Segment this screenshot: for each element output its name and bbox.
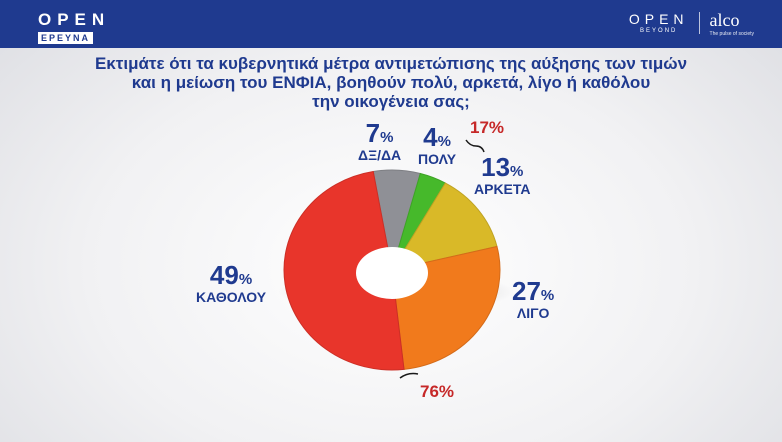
logo-open-text: OPEN xyxy=(38,10,111,29)
label-katholou-value: 49 xyxy=(209,260,239,290)
label-poly-name: ΠΟΛΥ xyxy=(418,151,457,167)
label-arketa-value: 13 xyxy=(481,152,511,182)
group-bottom-total: 76% xyxy=(420,382,455,401)
group-top-total: 17% xyxy=(470,118,505,137)
partner-logos: OPEN BEYOND alco The pulse of society xyxy=(629,10,754,37)
group-top-bracket xyxy=(465,139,485,153)
label-dkna-value: 7 xyxy=(365,118,381,148)
label-ligo-value: 27 xyxy=(512,276,541,306)
question-line-2: και η μείωση του ΕΝΦΙΑ, βοηθούν πολύ, αρ… xyxy=(131,73,651,92)
label-arketa: 13% ΑΡΚΕΤΑ xyxy=(474,154,531,197)
label-katholou: 49% ΚΑΘΟΛΟΥ xyxy=(196,262,266,305)
label-ligo: 27% ΛΙΓΟ xyxy=(512,278,554,321)
survey-question: Εκτιμάτε ότι τα κυβερνητικά μέτρα αντιμε… xyxy=(40,54,742,111)
label-katholou-name: ΚΑΘΟΛΟΥ xyxy=(196,289,267,305)
alco-logo: alco The pulse of society xyxy=(709,10,754,37)
question-line-1: Εκτιμάτε ότι τα κυβερνητικά μέτρα αντιμε… xyxy=(94,54,688,73)
label-arketa-name: ΑΡΚΕΤΑ xyxy=(474,181,531,197)
group-bottom-bracket xyxy=(399,372,419,379)
label-poly: 4% ΠΟΛΥ xyxy=(418,124,456,167)
label-ligo-pct: % xyxy=(540,287,555,304)
header-bar: OPEN ΕΡΕΥΝΑ OPEN BEYOND alco The pulse o… xyxy=(0,0,782,48)
label-katholou-pct: % xyxy=(238,271,253,288)
logo-divider xyxy=(698,12,700,34)
slice-ΑΡΚΕΤΑ xyxy=(390,182,498,271)
slice-ΚΑΘΟΛΟΥ xyxy=(283,170,405,371)
open-beyond-bottom: BEYOND xyxy=(640,28,678,34)
label-dkna-pct: % xyxy=(380,129,394,146)
open-beyond-top: OPEN xyxy=(628,11,689,27)
donut-hole xyxy=(356,247,428,299)
open-ereuna-logo: OPEN ΕΡΕΥΝΑ xyxy=(38,11,110,46)
label-poly-pct: % xyxy=(437,133,451,150)
question-line-3: την οικογένεια σας; xyxy=(312,92,470,111)
alco-tagline: The pulse of society xyxy=(709,31,754,37)
label-ligo-name: ΛΙΓΟ xyxy=(516,305,550,321)
label-dkna-name: ΔΞ/ΔΑ xyxy=(358,147,402,163)
label-arketa-pct: % xyxy=(510,163,524,180)
label-poly-value: 4 xyxy=(423,122,438,152)
label-dkna: 7% ΔΞ/ΔΑ xyxy=(358,120,401,163)
open-beyond-logo: OPEN BEYOND xyxy=(629,12,689,34)
logo-ereuna-text: ΕΡΕΥΝΑ xyxy=(38,32,94,44)
alco-logo-text: alco xyxy=(709,10,740,30)
